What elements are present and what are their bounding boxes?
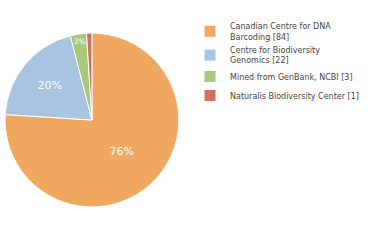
svg-text:Mined from GenBank, NCBI [3]: Mined from GenBank, NCBI [3] <box>230 73 353 82</box>
svg-text:Centre for BiodiversityGenomic: Centre for BiodiversityGenomics [22] <box>230 46 320 65</box>
svg-text:20%: 20% <box>38 79 62 92</box>
svg-text:76%: 76% <box>109 145 133 158</box>
svg-text:Canadian Centre for DNABarcodi: Canadian Centre for DNABarcoding [84] <box>230 22 331 41</box>
svg-text:3%: 3% <box>74 37 86 46</box>
svg-text:Naturalis Biodiversity Center: Naturalis Biodiversity Center [1] <box>230 92 359 101</box>
